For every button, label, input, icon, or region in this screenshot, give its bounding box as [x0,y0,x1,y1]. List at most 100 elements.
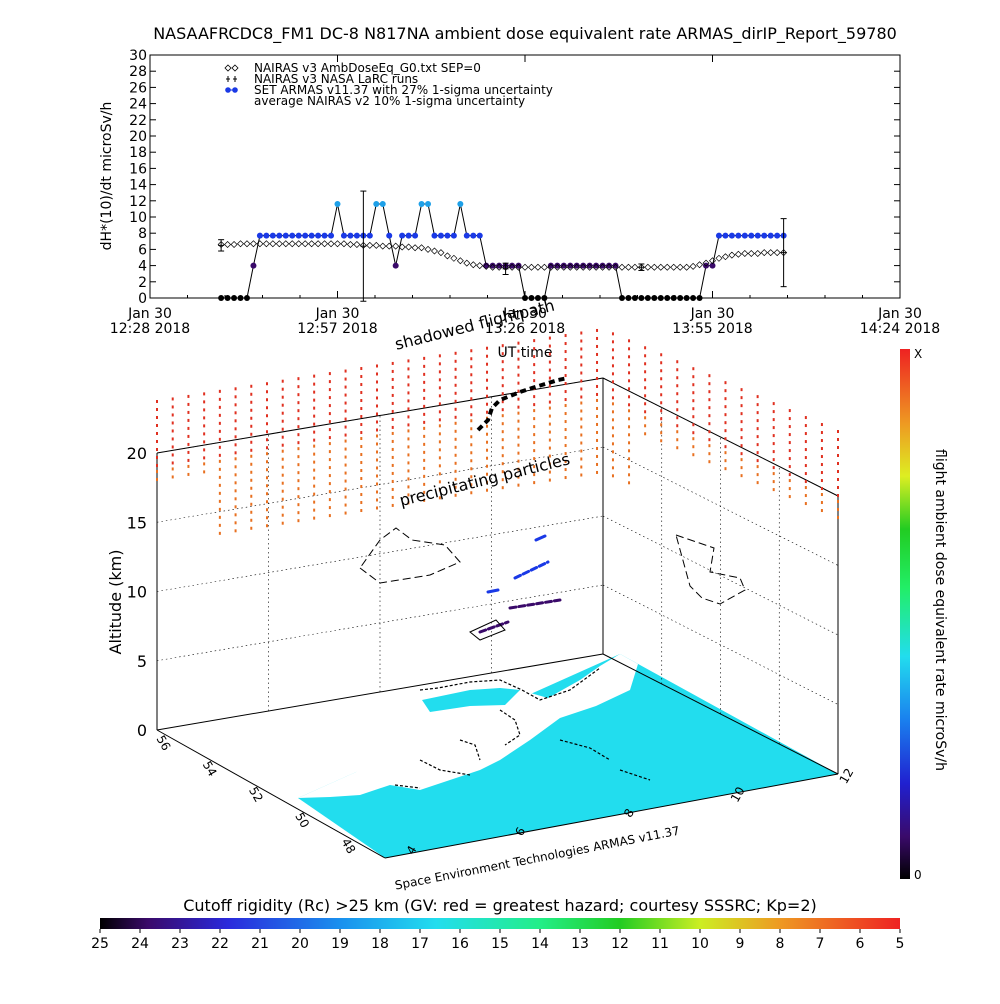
armas-data-point [399,232,406,239]
rigidity-tick-label: 10 [691,936,709,952]
shadowed-flightpath [476,376,569,432]
nairas-diamond-point [515,263,523,271]
nairas-diamond-point [463,259,471,267]
armas-data-point [573,262,580,269]
nairas-diamond-point [702,259,710,267]
nairas-diamond-point [534,263,542,271]
nairas-diamond-point [540,263,548,271]
armas-data-point [709,262,716,269]
armas-data-point [412,232,419,239]
armas-data-point [256,232,263,239]
nairas-diamond-point [676,263,684,271]
scene-grid [156,377,839,859]
nairas-diamond-point [741,249,749,257]
rigidity-tick-label: 20 [291,936,309,952]
armas-data-point [735,232,742,239]
armas-data-point [657,295,664,301]
nairas-diamond-point [456,257,464,265]
y-tick-label: 0 [138,291,147,307]
track-segment [534,534,547,542]
rigidity-tick-label: 24 [131,936,149,952]
colorbar-title: flight ambient dose equivalent rate micr… [932,449,948,771]
nairas-diamond-point [340,240,348,248]
y-tick-label: 26 [129,80,147,96]
nairas-diamond-point [366,241,374,249]
armas-data-point [509,262,516,269]
nairas-diamond-point [482,262,490,270]
armas-data-point [269,232,276,239]
nairas-diamond-point [379,242,387,250]
armas-data-point [664,295,671,301]
nairas-diamond-point [295,240,303,248]
armas-data-point [631,295,638,301]
armas-data-point [463,232,470,239]
nairas-diamond-point [495,263,503,271]
armas-data-point [340,232,347,239]
altitude-gridline [156,377,604,454]
armas-data-point [392,262,399,269]
armas-data-point [386,232,393,239]
nairas-diamond-point [269,240,277,248]
nairas-diamond-point [553,263,561,271]
rigidity-ticks: 25 24 23 22 21 20 19 18 17 16 15 14 13 12 11 10 9 8 7 6 5 [91,929,904,952]
nairas-diamond-point [644,263,652,271]
nairas-diamond-point [579,263,587,271]
nairas-diamond-point [314,240,322,248]
nairas-diamond-point [560,263,568,271]
legend-label: NAIRAS v3 AmbDoseEq_G0.txt SEP=0 [254,61,481,75]
rigidity-tick-label: 8 [776,936,785,952]
armas-data-point [638,295,645,301]
armas-data-point [522,295,528,301]
latitude-tick-label: 52 [246,784,266,804]
x-tick-label-date: Jan 30 [127,306,172,322]
armas-data-point [295,232,302,239]
rigidity-tick-label: 16 [451,936,469,952]
y-tick-label: 8 [138,226,147,242]
armas-data-point [586,262,593,269]
x-tick-label-date: Jan 30 [690,306,735,322]
armas-data-point [224,295,231,301]
armas-data-point [690,295,697,301]
armas-data-point [237,295,244,301]
armas-data-point [476,232,483,239]
legend-diamond-marker [231,64,239,72]
altitude-tick-label: 5 [137,652,147,671]
nairas-diamond-point [618,263,626,271]
flight-track [469,534,562,641]
x-axis-label: UT time [498,345,553,361]
rigidity-tick-label: 15 [491,936,509,952]
armas-data-point [599,262,606,269]
latitude-tick-label: 48 [339,836,359,856]
track-loop [469,619,506,641]
armas-data-point [405,232,412,239]
scene-edge [156,729,386,859]
altitude-tick-label: 10 [127,583,147,602]
armas-data-point [328,232,335,239]
nairas-diamond-point [256,240,264,248]
nairas-diamond-point [411,244,419,252]
armas-data-point [567,262,574,269]
armas-data-point [612,262,619,269]
nairas-diamond-point [437,249,445,257]
altitude-tick-label: 20 [127,444,147,463]
chart-title: NASAAFRCDC8_FM1 DC-8 N817NA ambient dose… [153,24,897,44]
armas-data-point [767,232,774,239]
rigidity-gradient [100,918,900,929]
armas-data-point [541,295,548,301]
legend-label: NAIRAS v3 NASA LaRC runs [254,72,418,86]
altitude-gridline [602,515,839,636]
nairas-diamond-point [334,240,341,248]
nairas-diamond-point [586,263,594,271]
armas-data-point [741,232,748,239]
armas-data-point [289,232,296,239]
precipitating-particles-label: precipitating particles [398,449,572,510]
armas-data-point [593,262,600,269]
nairas-diamond-point [443,252,451,260]
x-tick-label-time: 12:28 2018 [110,321,190,337]
nairas-diamond-point [547,263,555,271]
nairas-diamond-point [243,240,251,248]
wall-projection-right [675,534,746,605]
legend-diamond-marker [224,64,232,72]
